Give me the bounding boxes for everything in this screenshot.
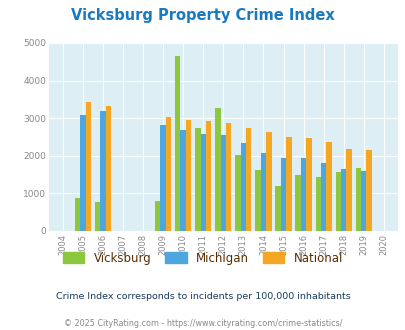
Bar (205, 121, 211, 231)
Bar (85, 102, 91, 231)
Bar (280, 158, 286, 231)
Bar (245, 128, 251, 231)
Bar (240, 143, 245, 231)
Bar (160, 125, 165, 231)
Bar (275, 186, 280, 231)
Bar (326, 142, 331, 231)
Bar (215, 108, 220, 231)
Bar (366, 150, 371, 231)
Bar (355, 168, 360, 231)
Bar (80, 115, 85, 231)
Bar (105, 107, 111, 231)
Bar (180, 130, 185, 231)
Text: © 2025 CityRating.com - https://www.cityrating.com/crime-statistics/: © 2025 CityRating.com - https://www.city… (64, 319, 341, 328)
Bar (200, 134, 205, 231)
Bar (335, 172, 340, 231)
Bar (255, 170, 260, 231)
Bar (195, 128, 200, 231)
Text: Crime Index corresponds to incidents per 100,000 inhabitants: Crime Index corresponds to incidents per… (55, 292, 350, 301)
Bar (345, 148, 351, 231)
Bar (286, 137, 291, 231)
Bar (175, 56, 180, 231)
Bar (75, 198, 80, 231)
Bar (300, 158, 305, 231)
Bar (155, 201, 160, 231)
Text: Vicksburg Property Crime Index: Vicksburg Property Crime Index (71, 8, 334, 23)
Legend: Vicksburg, Michigan, National: Vicksburg, Michigan, National (58, 247, 347, 269)
Bar (266, 132, 271, 231)
Bar (320, 163, 326, 231)
Bar (220, 135, 226, 231)
Bar (94, 202, 100, 231)
Bar (305, 138, 311, 231)
Bar (226, 123, 231, 231)
Bar (360, 171, 366, 231)
Bar (185, 120, 191, 231)
Bar (165, 116, 171, 231)
Bar (315, 177, 320, 231)
Bar (340, 169, 345, 231)
Bar (234, 155, 240, 231)
Bar (295, 175, 300, 231)
Bar (100, 111, 105, 231)
Bar (260, 153, 266, 231)
